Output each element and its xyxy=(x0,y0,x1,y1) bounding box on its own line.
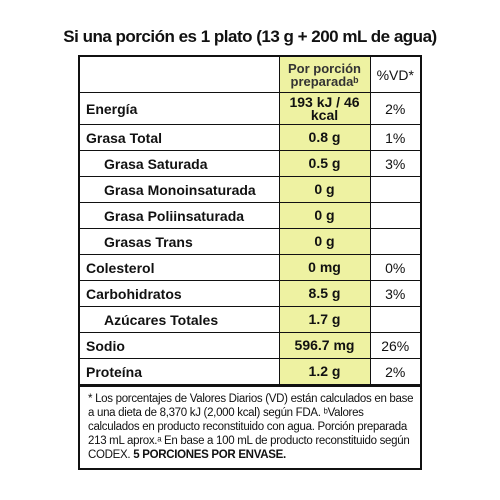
daily-value xyxy=(369,202,420,229)
nutrition-table: Por porción preparadaᵇ %VD* Energía 193 kJ… xyxy=(80,57,420,385)
footnote-servings: 5 PORCIONES POR ENVASE. xyxy=(133,449,286,461)
daily-value: 2% xyxy=(369,358,420,385)
daily-value: 1% xyxy=(369,124,420,151)
nutrient: Colesterol xyxy=(80,254,280,281)
column-header: %VD* xyxy=(369,57,420,93)
amount: 8.5 g xyxy=(278,280,371,307)
amount: 0.5 g xyxy=(278,150,371,177)
footnote: * Los porcentajes de Valores Diarios (VD… xyxy=(80,385,420,468)
row: Grasa Saturada 0.5 g 3% xyxy=(80,150,420,177)
row: Grasas Trans 0 g xyxy=(80,228,420,255)
amount: 0 g xyxy=(278,176,371,203)
nutrient: Energía xyxy=(80,92,280,125)
daily-value: 2% xyxy=(369,92,420,125)
amount: 193 kJ / 46 kcal xyxy=(278,92,371,125)
row: Grasa Total 0.8 g 1% xyxy=(80,124,420,151)
row: Colesterol 0 mg 0% xyxy=(80,254,420,281)
amount: 0.8 g xyxy=(278,124,371,151)
nutrition-label: Por porción preparadaᵇ %VD* Energía 193 kJ… xyxy=(78,55,422,470)
amount: 596.7 mg xyxy=(278,332,371,359)
amount: 0 g xyxy=(278,228,371,255)
daily-value xyxy=(369,306,420,333)
nutrient: Grasa Monoinsaturada xyxy=(80,176,280,203)
amount: 0 g xyxy=(278,202,371,229)
nutrient: Proteína xyxy=(80,358,280,385)
row: Grasa Monoinsaturada 0 g xyxy=(80,176,420,203)
amount: 1.7 g xyxy=(278,306,371,333)
row: Energía 193 kJ / 46 kcal 2% xyxy=(80,92,420,125)
header-row: Por porción preparadaᵇ %VD* xyxy=(80,57,420,93)
footnote-text: * Los porcentajes de Valores Diarios (VD… xyxy=(88,393,414,461)
row: Grasa Poliinsaturada 0 g xyxy=(80,202,420,229)
nutrient: Carbohidratos xyxy=(80,280,280,307)
nutrient: Grasa Saturada xyxy=(80,150,280,177)
row: Azúcares Totales 1.7 g xyxy=(80,306,420,333)
column-header: Por porción preparadaᵇ xyxy=(278,57,371,93)
daily-value xyxy=(369,228,420,255)
daily-value xyxy=(369,176,420,203)
nutrient: Grasa Total xyxy=(80,124,280,151)
row: Proteína 1.2 g 2% xyxy=(80,358,420,385)
nutrient: Grasa Poliinsaturada xyxy=(80,202,280,229)
row: Carbohidratos 8.5 g 3% xyxy=(80,280,420,307)
daily-value: 26% xyxy=(369,332,420,359)
amount: 0 mg xyxy=(278,254,371,281)
daily-value: 3% xyxy=(369,280,420,307)
nutrient: Grasas Trans xyxy=(80,228,280,255)
blank xyxy=(80,57,280,93)
nutrient: Sodio xyxy=(80,332,280,359)
daily-value: 0% xyxy=(369,254,420,281)
title: Si una porción es 1 plato (13 g + 200 mL… xyxy=(63,27,437,46)
nutrient: Azúcares Totales xyxy=(80,306,280,333)
daily-value: 3% xyxy=(369,150,420,177)
row: Sodio 596.7 mg 26% xyxy=(80,332,420,359)
amount: 1.2 g xyxy=(278,358,371,385)
